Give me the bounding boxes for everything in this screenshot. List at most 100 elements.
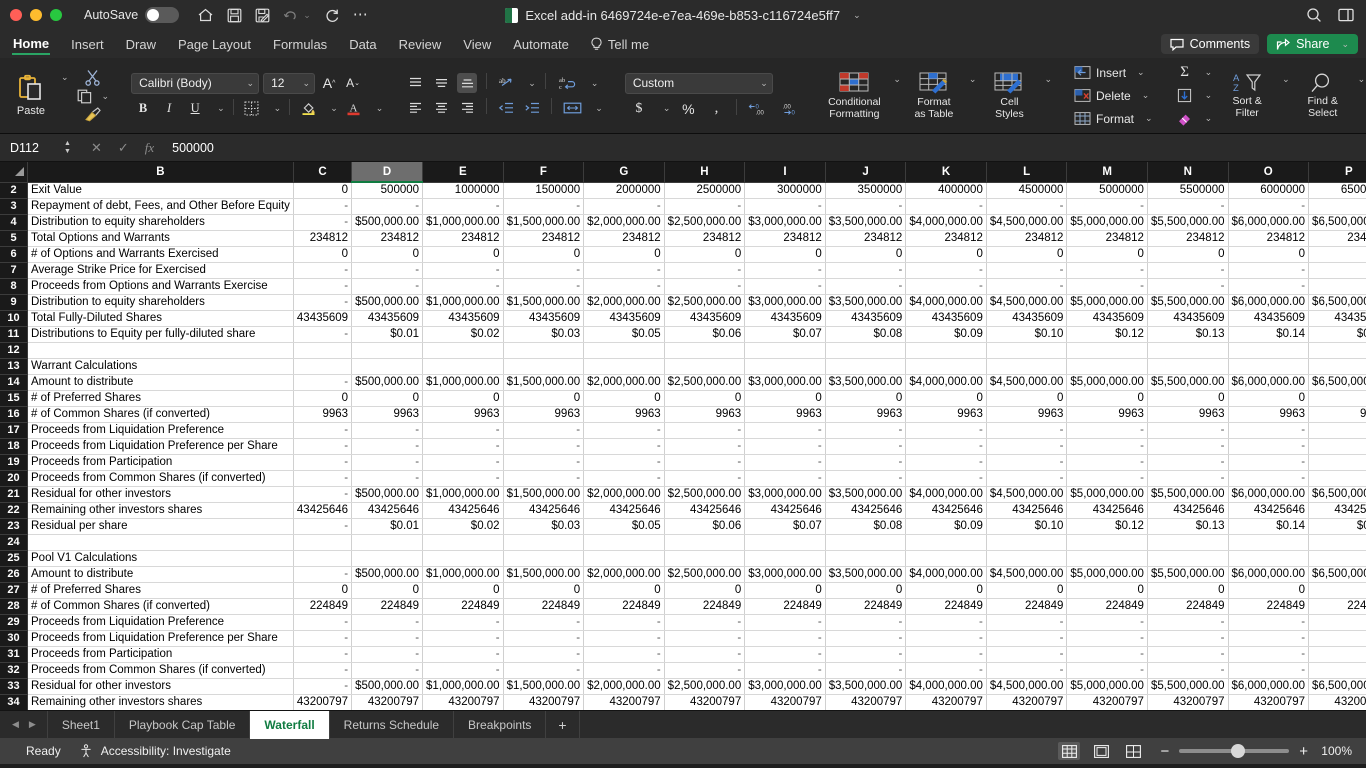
data-cell[interactable]: - (1228, 614, 1310, 631)
data-cell[interactable]: $500,000.00 (351, 214, 424, 231)
data-cell[interactable]: 0 (1308, 582, 1366, 599)
data-cell[interactable]: $1,500,000.00 (503, 678, 585, 695)
data-cell[interactable]: - (905, 198, 987, 215)
data-cell[interactable] (1147, 534, 1229, 551)
data-cell[interactable]: 234812 (351, 230, 424, 247)
data-cell[interactable] (1147, 550, 1229, 567)
data-cell[interactable]: $2,000,000.00 (583, 486, 665, 503)
data-cell[interactable]: - (583, 278, 665, 295)
data-cell[interactable]: $0.12 (1066, 326, 1148, 343)
row-label-cell[interactable]: Proceeds from Participation (27, 454, 294, 471)
tab-draw[interactable]: Draw (125, 36, 156, 52)
decrease-indent-icon[interactable] (496, 98, 516, 118)
format-cells-button[interactable]: Format ⌄ (1074, 109, 1153, 129)
copy-icon[interactable] (77, 89, 92, 104)
data-cell[interactable]: $0.13 (1147, 518, 1229, 535)
data-cell[interactable]: $1,500,000.00 (503, 214, 585, 231)
row-header[interactable]: 23 (0, 518, 28, 535)
percent-format-icon[interactable]: % (682, 100, 695, 117)
data-cell[interactable]: 9963 (293, 406, 353, 423)
data-cell[interactable]: - (1308, 438, 1366, 455)
quick-access-toolbar[interactable]: ⌄ ⋯ (197, 7, 368, 23)
data-cell[interactable]: $2,000,000.00 (583, 294, 665, 311)
share-button[interactable]: Share ⌄ (1267, 34, 1358, 54)
data-cell[interactable]: 3500000 (825, 182, 907, 199)
data-cell[interactable]: 0 (351, 246, 424, 263)
data-cell[interactable]: - (744, 454, 826, 471)
row-header[interactable]: 19 (0, 454, 28, 471)
fill-chevron-down-icon[interactable]: ⌄ (1204, 90, 1213, 100)
fill-down-icon[interactable] (1175, 86, 1195, 106)
data-cell[interactable] (1147, 342, 1229, 359)
row-header[interactable]: 7 (0, 262, 28, 279)
data-cell[interactable]: - (825, 470, 907, 487)
sheet-tab-bar[interactable]: ◀ ▶ Sheet1 Playbook Cap Table Waterfall … (0, 710, 1366, 739)
data-cell[interactable]: 0 (1308, 246, 1366, 263)
data-cell[interactable]: - (503, 614, 585, 631)
data-cell[interactable]: 234812 (503, 230, 585, 247)
row-header[interactable]: 3 (0, 198, 28, 215)
data-cell[interactable]: 43425646 (1228, 502, 1310, 519)
data-cell[interactable]: 9963 (986, 406, 1068, 423)
data-cell[interactable]: - (1228, 646, 1310, 663)
data-cell[interactable]: 0 (293, 582, 353, 599)
data-cell[interactable]: - (905, 422, 987, 439)
table-row[interactable]: 25 Pool V1 Calculations (0, 550, 1366, 567)
data-cell[interactable]: $3,500,000.00 (825, 214, 907, 231)
data-cell[interactable]: - (422, 198, 504, 215)
data-cell[interactable]: $2,500,000.00 (664, 374, 746, 391)
accounting-format-icon[interactable]: $ (635, 100, 643, 116)
data-cell[interactable]: - (986, 278, 1068, 295)
data-cell[interactable]: 224849 (422, 598, 504, 615)
data-cell[interactable] (1308, 342, 1366, 359)
data-cell[interactable]: $5,500,000.00 (1147, 678, 1229, 695)
table-row[interactable]: 24 (0, 534, 1366, 551)
data-cell[interactable]: 4000000 (905, 182, 987, 199)
data-cell[interactable]: $2,500,000.00 (664, 566, 746, 583)
zoom-slider[interactable] (1179, 744, 1290, 758)
data-cell[interactable]: $0.07 (744, 518, 826, 535)
data-cell[interactable] (1228, 534, 1310, 551)
data-cell[interactable] (1228, 550, 1310, 567)
table-row[interactable]: 28 # of Common Shares (if converted) 22484… (0, 598, 1366, 615)
data-cell[interactable]: - (744, 630, 826, 647)
data-cell[interactable]: $6,500,000.00 (1308, 374, 1366, 391)
data-cell[interactable]: $1,500,000.00 (503, 486, 585, 503)
data-cell[interactable]: 9963 (1308, 406, 1366, 423)
data-cell[interactable]: 0 (1066, 390, 1148, 407)
data-cell[interactable]: $6,500,000.00 (1308, 214, 1366, 231)
row-header[interactable]: 32 (0, 662, 28, 679)
conditional-formatting-button[interactable]: Conditional Formatting (821, 71, 887, 120)
data-cell[interactable]: $0.08 (825, 518, 907, 535)
format-as-table-button[interactable]: Format as Table (905, 71, 963, 120)
data-cell[interactable]: 9963 (1066, 406, 1148, 423)
page-break-view-icon[interactable] (1122, 742, 1144, 760)
data-cell[interactable]: - (503, 662, 585, 679)
data-cell[interactable]: - (986, 646, 1068, 663)
data-cell[interactable]: $1,500,000.00 (503, 294, 585, 311)
data-cell[interactable]: $2,000,000.00 (583, 214, 665, 231)
data-cell[interactable]: - (905, 614, 987, 631)
data-cell[interactable]: - (825, 438, 907, 455)
data-cell[interactable]: $0.08 (825, 326, 907, 343)
row-label-cell[interactable]: Proceeds from Common Shares (if converte… (27, 470, 294, 487)
row-header[interactable]: 29 (0, 614, 28, 631)
table-row[interactable]: 12 (0, 342, 1366, 359)
data-cell[interactable]: 0 (905, 582, 987, 599)
delete-cells-button[interactable]: Delete ⌄ (1074, 86, 1153, 106)
cell-styles-button[interactable]: Cell Styles (980, 71, 1038, 120)
add-sheet-button[interactable]: + (546, 710, 580, 739)
data-cell[interactable]: 43200797 (825, 694, 907, 710)
data-cell[interactable]: - (744, 662, 826, 679)
data-cell[interactable]: 0 (744, 582, 826, 599)
data-cell[interactable]: - (293, 470, 353, 487)
data-cell[interactable]: - (503, 438, 585, 455)
data-cell[interactable]: $0.05 (583, 326, 665, 343)
data-cell[interactable]: - (1066, 262, 1148, 279)
data-cell[interactable]: - (351, 630, 424, 647)
increase-indent-icon[interactable] (522, 98, 542, 118)
formula-input[interactable]: 500000 (172, 140, 214, 155)
data-cell[interactable]: - (583, 198, 665, 215)
data-cell[interactable] (293, 342, 353, 359)
data-cell[interactable]: $0.06 (664, 326, 746, 343)
